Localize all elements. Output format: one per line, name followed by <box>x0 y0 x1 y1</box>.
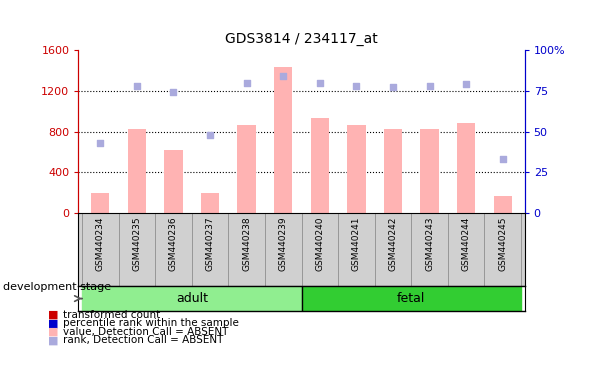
Text: GSM440241: GSM440241 <box>352 217 361 271</box>
Text: transformed count: transformed count <box>63 310 160 320</box>
Title: GDS3814 / 234117_at: GDS3814 / 234117_at <box>225 32 378 46</box>
Text: value, Detection Call = ABSENT: value, Detection Call = ABSENT <box>63 327 229 337</box>
Bar <box>302 286 521 311</box>
Point <box>242 79 251 86</box>
Bar <box>128 129 146 213</box>
Bar <box>165 150 183 213</box>
Point <box>425 83 434 89</box>
Text: GSM440242: GSM440242 <box>388 217 397 271</box>
Point <box>315 79 324 86</box>
Point <box>169 89 178 96</box>
Bar <box>91 193 110 213</box>
Bar <box>82 286 302 311</box>
Bar <box>201 193 219 213</box>
Text: percentile rank within the sample: percentile rank within the sample <box>63 318 239 328</box>
Text: rank, Detection Call = ABSENT: rank, Detection Call = ABSENT <box>63 335 224 345</box>
Point <box>461 81 471 87</box>
Text: GSM440235: GSM440235 <box>133 217 142 271</box>
Text: ■: ■ <box>48 327 58 337</box>
Point <box>498 156 508 162</box>
Point <box>352 83 361 89</box>
Point <box>95 140 105 146</box>
Text: ■: ■ <box>48 318 58 328</box>
Text: fetal: fetal <box>397 292 425 305</box>
Text: ■: ■ <box>48 310 58 320</box>
Text: GSM440237: GSM440237 <box>206 217 215 271</box>
Text: ■: ■ <box>48 335 58 345</box>
Text: GSM440234: GSM440234 <box>96 217 105 271</box>
Text: GSM440236: GSM440236 <box>169 217 178 271</box>
Bar <box>274 67 292 213</box>
Bar <box>238 126 256 213</box>
Bar <box>384 129 402 213</box>
Text: GSM440239: GSM440239 <box>279 217 288 271</box>
Bar <box>347 126 365 213</box>
Point <box>205 132 215 138</box>
Bar <box>457 123 475 213</box>
Text: GSM440240: GSM440240 <box>315 217 324 271</box>
Text: development stage: development stage <box>3 282 111 292</box>
Text: GSM440245: GSM440245 <box>498 217 507 271</box>
Bar <box>493 196 512 213</box>
Text: GSM440244: GSM440244 <box>461 217 470 271</box>
Point <box>132 83 142 89</box>
Bar <box>420 129 438 213</box>
Text: GSM440243: GSM440243 <box>425 217 434 271</box>
Point <box>279 73 288 79</box>
Text: adult: adult <box>175 292 208 305</box>
Bar <box>311 118 329 213</box>
Text: GSM440238: GSM440238 <box>242 217 251 271</box>
Point <box>388 84 398 91</box>
